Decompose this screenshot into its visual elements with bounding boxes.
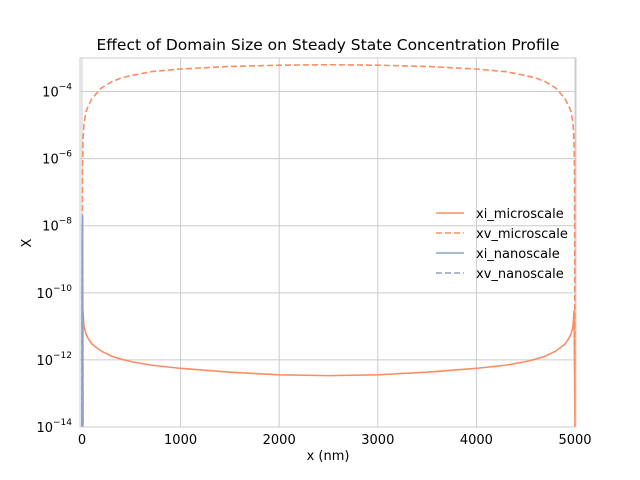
- x-axis-ticks: 0 1000 2000 3000 4000 5000: [78, 433, 592, 448]
- x-tick-label: 5000: [558, 433, 591, 448]
- chart-title: Effect of Domain Size on Steady State Co…: [96, 36, 559, 54]
- x-axis-label: x (nm): [307, 449, 350, 464]
- series-layer: [81, 63, 576, 427]
- series-line-xi_microscale: [81, 310, 576, 427]
- y-tick-label: 10−6: [42, 150, 72, 168]
- legend-label-xv_microscale: xv_microscale: [476, 227, 568, 242]
- y-tick-label: 10−10: [36, 284, 72, 302]
- x-tick-label: 0: [78, 433, 86, 448]
- gridlines: [80, 58, 576, 428]
- y-tick-label: 10−8: [42, 217, 72, 235]
- series-line-xv_nanoscale: [81, 219, 84, 427]
- y-axis-label: X: [20, 238, 35, 247]
- plot-area: [79, 57, 577, 428]
- plot-frame: [79, 57, 577, 428]
- legend-label-xi_nanoscale: xi_nanoscale: [476, 247, 560, 262]
- legend-label-xi_microscale: xi_microscale: [476, 207, 564, 222]
- y-tick-label: 10−14: [36, 418, 72, 436]
- y-tick-label: 10−12: [36, 351, 72, 369]
- legend-label-xv_nanoscale: xv_nanoscale: [476, 267, 564, 282]
- x-tick-label: 1000: [164, 433, 197, 448]
- x-tick-label: 2000: [263, 433, 296, 448]
- legend: xi_microscale xv_microscale xi_nanoscalexv…: [436, 207, 568, 282]
- y-tick-label: 10−4: [42, 83, 72, 101]
- x-tick-label: 4000: [460, 433, 493, 448]
- y-axis-ticks: 10−14 10−12 10−10 10−8 10−6 10−4: [36, 83, 72, 436]
- x-tick-label: 3000: [361, 433, 394, 448]
